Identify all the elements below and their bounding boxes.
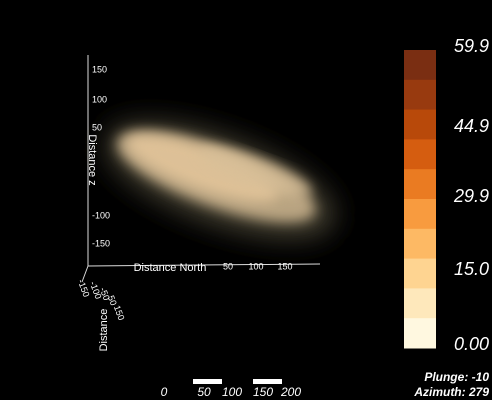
colorbar-band <box>404 199 436 230</box>
tick-label: 50 <box>106 294 119 307</box>
colorbar-band <box>404 288 436 319</box>
tick-label: -100 <box>92 210 110 220</box>
colorbar <box>404 50 436 349</box>
tick-label: 150 <box>277 261 292 271</box>
tick-label: 50 <box>223 261 233 271</box>
scale-bar-segment <box>193 379 222 384</box>
tick-label: 150 <box>92 64 107 74</box>
scale-label: 150 <box>253 385 273 399</box>
colorbar-band <box>404 258 436 289</box>
axis-title: Distance z <box>86 134 98 185</box>
tick-label: 150 <box>112 304 127 322</box>
axis-line <box>87 263 321 267</box>
scale-label: 100 <box>222 385 242 399</box>
colorbar-band <box>404 228 436 260</box>
volume <box>106 123 334 237</box>
colorbar-label: 0.00 <box>454 334 489 354</box>
colorbar-label: 29.9 <box>453 186 489 206</box>
tick-label: -150 <box>92 238 110 248</box>
scale-label: 200 <box>280 385 301 399</box>
colorbar-band <box>404 79 436 111</box>
tick-label: 100 <box>248 261 263 271</box>
azimuth: Azimuth: 279 <box>413 385 489 399</box>
tick-label: 100 <box>92 94 107 104</box>
colorbar-band <box>404 139 436 170</box>
colorbar-band <box>404 50 436 81</box>
colorbar-band <box>404 109 436 140</box>
colorbar-band <box>404 318 436 349</box>
colorbar-label: 15.0 <box>454 259 489 279</box>
axis-line <box>81 265 89 283</box>
scale-label: 50 <box>197 385 211 399</box>
colorbar-band <box>404 169 436 200</box>
tick-label: -50 <box>98 286 112 302</box>
axis-title: Distance <box>98 309 110 352</box>
axis-title: Distance North <box>134 262 207 274</box>
plunge: Plunge: -10 <box>424 370 489 384</box>
tick-label: 50 <box>92 122 102 132</box>
scale-bar-segment <box>253 379 282 384</box>
colorbar-label: 59.9 <box>454 36 489 56</box>
scale-label: 0 <box>161 385 168 399</box>
colorbar-label: 44.9 <box>454 116 489 136</box>
